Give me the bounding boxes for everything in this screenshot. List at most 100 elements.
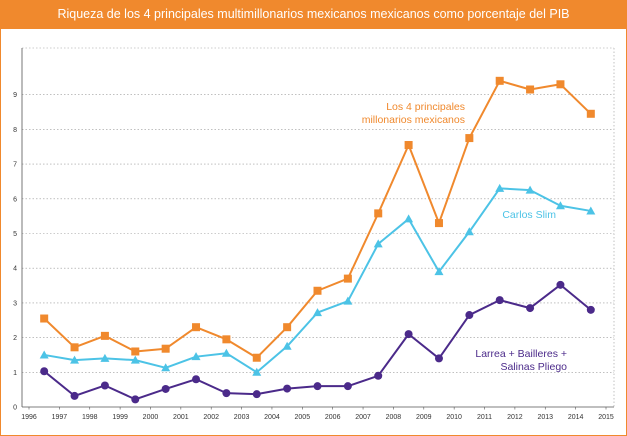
- data-point-circle: [526, 304, 535, 313]
- series-label: Salinas Pliego: [500, 361, 567, 373]
- data-point-square: [374, 209, 383, 218]
- data-point-square: [161, 344, 170, 353]
- data-point-square: [131, 347, 140, 356]
- data-point-square: [70, 343, 79, 352]
- data-point-circle: [465, 311, 474, 320]
- data-point-circle: [313, 382, 322, 391]
- data-point-triangle: [161, 363, 171, 372]
- data-point-square: [343, 274, 352, 283]
- data-point-triangle: [555, 201, 565, 210]
- x-tick-label: 2001: [173, 414, 189, 421]
- y-tick-label: 1: [13, 370, 17, 377]
- y-tick-label: 2: [13, 335, 17, 342]
- data-point-circle: [222, 389, 231, 398]
- x-tick-label: 1999: [112, 414, 128, 421]
- series-label: Carlos Slim: [502, 209, 556, 221]
- y-tick-label: 6: [13, 196, 17, 203]
- data-point-triangle: [100, 353, 110, 362]
- x-tick-label: 2014: [568, 414, 584, 421]
- y-tick-labels: 0 1 2 3 4 5 6 7 8 9: [13, 92, 17, 411]
- data-point-circle: [556, 280, 565, 289]
- data-point-square: [495, 76, 504, 85]
- x-tick-label: 2010: [446, 414, 462, 421]
- data-point-square: [283, 323, 292, 332]
- x-tick-label: 2013: [537, 414, 553, 421]
- data-point-triangle: [404, 214, 414, 223]
- data-point-square: [222, 335, 231, 344]
- data-point-triangle: [130, 355, 140, 364]
- x-tick-labels: 1996 1997 1998 1999 2000 2001 2002 2003 2004 2005…: [21, 414, 614, 421]
- x-tick-label: 2007: [355, 414, 371, 421]
- data-point-triangle: [586, 206, 596, 215]
- x-tick-label: 2015: [598, 414, 614, 421]
- x-tick-label: 2011: [477, 414, 492, 421]
- data-point-triangle: [525, 185, 535, 194]
- x-tick-label: 2004: [264, 414, 280, 421]
- data-point-triangle: [313, 308, 322, 317]
- series-label: millonarios mexicanos: [362, 114, 465, 126]
- data-point-triangle: [252, 367, 262, 376]
- data-point-circle: [70, 391, 79, 400]
- data-point-circle: [343, 382, 352, 391]
- data-point-circle: [161, 384, 170, 393]
- x-tick-label: 1996: [21, 414, 37, 421]
- data-point-square: [40, 314, 49, 323]
- chart-title: Riqueza de los 4 principales multimillon…: [0, 0, 627, 29]
- data-point-square: [465, 134, 474, 143]
- series-2: [40, 280, 595, 404]
- data-point-triangle: [191, 352, 201, 361]
- data-point-triangle: [221, 348, 231, 357]
- y-tick-label: 5: [13, 231, 17, 238]
- x-tick-label: 2008: [386, 414, 402, 421]
- data-point-square: [404, 141, 413, 150]
- data-point-circle: [100, 381, 109, 390]
- axes: [21, 48, 614, 410]
- data-point-square: [434, 219, 443, 228]
- gridlines: [22, 47, 615, 407]
- x-tick-label: 2009: [416, 414, 432, 421]
- data-point-circle: [252, 390, 261, 399]
- series: [39, 76, 596, 404]
- data-point-triangle: [70, 355, 80, 364]
- y-tick-label: 0: [13, 405, 17, 412]
- data-point-square: [556, 80, 565, 89]
- series-label: Larrea + Bailleres +: [475, 348, 567, 360]
- y-tick-label: 3: [13, 300, 17, 307]
- data-point-square: [192, 323, 201, 332]
- series-0: [40, 76, 595, 362]
- x-tick-label: 2002: [203, 414, 219, 421]
- x-tick-label: 2006: [325, 414, 341, 421]
- data-point-triangle: [495, 183, 505, 192]
- x-tick-label: 1998: [82, 414, 98, 421]
- data-point-circle: [404, 330, 413, 339]
- data-point-triangle: [434, 267, 444, 276]
- data-point-triangle: [282, 341, 292, 350]
- data-point-square: [252, 353, 261, 362]
- series-1: [39, 183, 596, 376]
- y-tick-label: 9: [13, 92, 17, 99]
- data-point-square: [313, 286, 322, 295]
- x-tick-label: 1997: [52, 414, 68, 421]
- y-tick-label: 7: [13, 162, 17, 169]
- y-tick-label: 4: [13, 266, 17, 273]
- series-label: Los 4 principales: [386, 101, 465, 113]
- data-point-triangle: [39, 350, 49, 359]
- x-tick-label: 2005: [295, 414, 311, 421]
- data-point-circle: [495, 296, 504, 305]
- x-tick-label: 2003: [234, 414, 250, 421]
- data-point-square: [100, 331, 109, 340]
- data-point-triangle: [464, 227, 474, 236]
- data-point-circle: [283, 384, 292, 393]
- data-point-circle: [40, 367, 49, 376]
- data-point-circle: [131, 395, 140, 404]
- data-point-circle: [192, 375, 201, 384]
- data-point-circle: [374, 371, 383, 380]
- x-tick-label: 2012: [507, 414, 523, 421]
- data-point-circle: [434, 354, 443, 363]
- y-tick-label: 8: [13, 127, 17, 134]
- data-point-circle: [586, 305, 595, 314]
- data-point-square: [586, 109, 595, 118]
